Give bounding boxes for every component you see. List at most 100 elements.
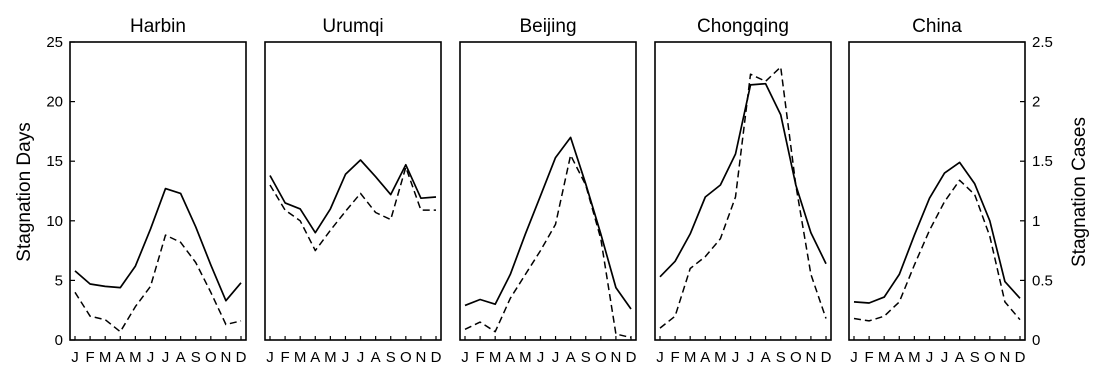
panel-frame: [654, 41, 832, 341]
x-tick-label: J: [941, 349, 949, 366]
x-tick-label: J: [537, 349, 545, 366]
panel-frame: [264, 41, 442, 341]
series-line-days: [269, 159, 437, 234]
x-tick-label: D: [626, 349, 637, 366]
x-tick-label: O: [790, 349, 802, 366]
y-tick-right-label: 2.5: [1032, 34, 1053, 51]
y-tick-left-label: 0: [55, 332, 63, 349]
x-tick-label: N: [415, 349, 426, 366]
x-tick-label: F: [671, 349, 680, 366]
x-tick-label: J: [656, 349, 664, 366]
x-tick-label: D: [821, 349, 832, 366]
x-tick-label: A: [505, 349, 515, 366]
x-tick-label: O: [984, 349, 996, 366]
panel-title: Beijing: [519, 16, 576, 37]
x-tick-label: A: [700, 349, 710, 366]
panel-frame: [69, 41, 247, 341]
x-tick-label: M: [878, 349, 891, 366]
x-tick-label: J: [461, 349, 469, 366]
y-tick-left-label: 5: [55, 272, 63, 289]
x-tick-label: J: [747, 349, 755, 366]
x-tick-label: S: [191, 349, 201, 366]
panel-title: Chongqing: [697, 16, 789, 37]
y-tick-right-label: 1.5: [1032, 153, 1053, 170]
panel-frame: [848, 41, 1026, 341]
series-line-cases: [74, 234, 242, 333]
x-tick-label: J: [342, 349, 350, 366]
x-tick-label: F: [865, 349, 874, 366]
x-tick-label: J: [162, 349, 170, 366]
x-tick-label: M: [519, 349, 532, 366]
x-tick-label: A: [566, 349, 576, 366]
series-line-cases: [269, 166, 436, 252]
x-tick-label: N: [610, 349, 621, 366]
x-tick-label: D: [431, 349, 442, 366]
x-tick-label: M: [99, 349, 112, 366]
x-tick-label: D: [1015, 349, 1026, 366]
x-tick-label: M: [908, 349, 921, 366]
series-line-days: [464, 136, 632, 310]
series-line-days: [853, 161, 1021, 304]
x-tick-label: A: [894, 349, 904, 366]
y-axis-left-title: Stagnation Days: [14, 122, 35, 261]
x-tick-label: O: [400, 349, 412, 366]
y-axis-right-title: Stagnation Cases: [1069, 117, 1090, 267]
x-tick-label: M: [294, 349, 307, 366]
x-tick-label: J: [732, 349, 740, 366]
series-line-cases: [853, 179, 1021, 322]
x-tick-label: S: [970, 349, 980, 366]
x-tick-label: F: [476, 349, 485, 366]
x-tick-label: J: [552, 349, 560, 366]
y-tick-right-label: 2: [1032, 94, 1040, 111]
x-tick-label: O: [205, 349, 217, 366]
y-tick-left-label: 20: [46, 94, 63, 111]
y-tick-right-label: 0: [1032, 332, 1040, 349]
y-tick-left-label: 25: [46, 34, 63, 51]
x-tick-label: A: [310, 349, 320, 366]
x-tick-label: J: [850, 349, 858, 366]
x-tick-label: N: [805, 349, 816, 366]
series-line-cases: [464, 154, 632, 339]
y-tick-right-label: 0.5: [1032, 272, 1053, 289]
x-tick-label: J: [147, 349, 155, 366]
x-tick-label: A: [371, 349, 381, 366]
x-tick-label: F: [281, 349, 290, 366]
panel-title: Harbin: [130, 16, 186, 37]
y-tick-right-label: 1: [1032, 213, 1040, 230]
x-tick-label: M: [714, 349, 727, 366]
x-tick-label: M: [489, 349, 502, 366]
x-tick-label: A: [176, 349, 186, 366]
x-tick-label: J: [266, 349, 274, 366]
x-tick-label: J: [357, 349, 365, 366]
y-tick-left-label: 10: [46, 213, 63, 230]
x-tick-label: O: [595, 349, 607, 366]
panel-frame: [459, 41, 637, 341]
series-line-cases: [659, 66, 827, 329]
x-tick-label: J: [926, 349, 934, 366]
panel-title: China: [912, 16, 962, 37]
x-tick-label: A: [761, 349, 771, 366]
x-tick-label: S: [776, 349, 786, 366]
x-tick-label: S: [386, 349, 396, 366]
x-tick-label: M: [129, 349, 142, 366]
x-tick-label: J: [71, 349, 79, 366]
panel-title: Urumqi: [322, 16, 383, 37]
x-tick-label: M: [684, 349, 697, 366]
x-tick-label: S: [581, 349, 591, 366]
x-tick-label: A: [955, 349, 965, 366]
y-tick-left-label: 15: [46, 153, 63, 170]
series-line-days: [659, 82, 827, 278]
x-tick-label: M: [324, 349, 337, 366]
x-tick-label: F: [86, 349, 95, 366]
x-tick-label: D: [236, 349, 247, 366]
x-tick-label: N: [999, 349, 1010, 366]
x-tick-label: A: [115, 349, 125, 366]
